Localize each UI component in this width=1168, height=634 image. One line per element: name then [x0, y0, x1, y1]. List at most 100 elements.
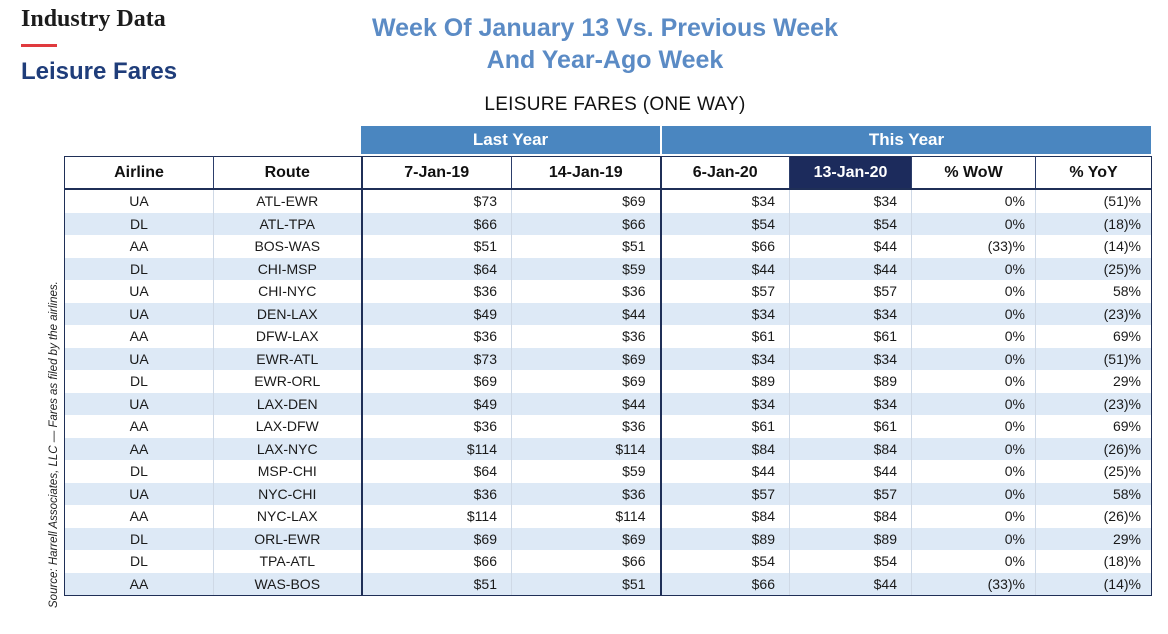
cell-yoy: 29% [1035, 527, 1152, 550]
col-header-yoy: % YoY [1035, 156, 1152, 190]
cell-route: LAX-NYC [213, 437, 362, 460]
cell-wow: 0% [911, 505, 1036, 528]
cell-wow: 0% [911, 212, 1036, 235]
cell-route: NYC-CHI [213, 482, 362, 505]
cell-7-jan-19: $66 [360, 212, 512, 235]
cell-6-jan-20: $34 [659, 302, 790, 325]
cell-wow: 0% [911, 482, 1036, 505]
cell-route: LAX-DEN [213, 392, 362, 415]
cell-6-jan-20: $84 [659, 505, 790, 528]
table-row: AA LAX-DFW $36 $36 $61 $61 0% 69% [64, 415, 1152, 438]
cell-13-jan-20: $34 [789, 302, 912, 325]
group-header-last-year: Last Year [361, 126, 660, 154]
cell-airline: DL [64, 460, 214, 483]
col-header-route: Route [213, 156, 362, 190]
cell-wow: 0% [911, 550, 1036, 573]
cell-13-jan-20: $57 [789, 280, 912, 303]
cell-14-jan-19: $44 [511, 392, 661, 415]
cell-route: WAS-BOS [213, 572, 362, 596]
cell-7-jan-19: $36 [360, 415, 512, 438]
cell-13-jan-20: $54 [789, 550, 912, 573]
cell-14-jan-19: $66 [511, 550, 661, 573]
cell-13-jan-20: $89 [789, 370, 912, 393]
cell-yoy: (23)% [1035, 392, 1152, 415]
cell-6-jan-20: $44 [659, 257, 790, 280]
table-row: UA LAX-DEN $49 $44 $34 $34 0% (23)% [64, 392, 1152, 415]
cell-6-jan-20: $66 [659, 235, 790, 258]
cell-yoy: (51)% [1035, 347, 1152, 370]
cell-13-jan-20: $44 [789, 235, 912, 258]
cell-7-jan-19: $69 [360, 527, 512, 550]
headline-line-1: Week Of January 13 Vs. Previous Week [372, 14, 838, 42]
cell-14-jan-19: $69 [511, 347, 661, 370]
cell-13-jan-20: $54 [789, 212, 912, 235]
cell-yoy: 69% [1035, 415, 1152, 438]
table-row: DL ORL-EWR $69 $69 $89 $89 0% 29% [64, 527, 1152, 550]
cell-airline: UA [64, 280, 214, 303]
cell-airline: AA [64, 437, 214, 460]
cell-wow: 0% [911, 189, 1036, 213]
cell-6-jan-20: $34 [659, 347, 790, 370]
cell-airline: UA [64, 189, 214, 213]
cell-14-jan-19: $69 [511, 189, 661, 213]
cell-14-jan-19: $51 [511, 235, 661, 258]
cell-13-jan-20: $34 [789, 347, 912, 370]
cell-7-jan-19: $36 [360, 280, 512, 303]
cell-13-jan-20: $44 [789, 572, 912, 596]
cell-6-jan-20: $54 [659, 550, 790, 573]
cell-7-jan-19: $36 [360, 482, 512, 505]
cell-airline: DL [64, 527, 214, 550]
cell-14-jan-19: $69 [511, 527, 661, 550]
cell-route: DFW-LAX [213, 325, 362, 348]
cell-route: ORL-EWR [213, 527, 362, 550]
cell-airline: UA [64, 482, 214, 505]
table-row: DL MSP-CHI $64 $59 $44 $44 0% (25)% [64, 460, 1152, 483]
headline: Week Of January 13 Vs. Previous Week And… [330, 12, 880, 76]
cell-14-jan-19: $36 [511, 325, 661, 348]
headline-line-2: And Year-Ago Week [486, 46, 724, 74]
cell-14-jan-19: $114 [511, 437, 661, 460]
cell-airline: UA [64, 302, 214, 325]
cell-yoy: 58% [1035, 280, 1152, 303]
col-header-6-jan-20: 6-Jan-20 [659, 156, 790, 190]
col-header-7-jan-19: 7-Jan-19 [360, 156, 512, 190]
cell-6-jan-20: $89 [659, 370, 790, 393]
leisure-fares-table: Airline Route 7-Jan-19 14-Jan-19 6-Jan-2… [64, 156, 1152, 596]
table-row: AA BOS-WAS $51 $51 $66 $44 (33)% (14)% [64, 235, 1152, 258]
cell-6-jan-20: $44 [659, 460, 790, 483]
cell-airline: UA [64, 347, 214, 370]
table-row: UA NYC-CHI $36 $36 $57 $57 0% 58% [64, 482, 1152, 505]
cell-7-jan-19: $51 [360, 235, 512, 258]
cell-route: CHI-NYC [213, 280, 362, 303]
cell-13-jan-20: $84 [789, 437, 912, 460]
table-row: UA DEN-LAX $49 $44 $34 $34 0% (23)% [64, 302, 1152, 325]
table-body: UA ATL-EWR $73 $69 $34 $34 0% (51)% DL ATL-TPA $66… [64, 189, 1152, 596]
cell-airline: DL [64, 257, 214, 280]
table-row: UA CHI-NYC $36 $36 $57 $57 0% 58% [64, 280, 1152, 303]
cell-14-jan-19: $51 [511, 572, 661, 596]
table-row: DL TPA-ATL $66 $66 $54 $54 0% (18)% [64, 550, 1152, 573]
cell-6-jan-20: $34 [659, 189, 790, 213]
cell-6-jan-20: $61 [659, 325, 790, 348]
cell-yoy: (18)% [1035, 550, 1152, 573]
table-row: AA DFW-LAX $36 $36 $61 $61 0% 69% [64, 325, 1152, 348]
cell-6-jan-20: $66 [659, 572, 790, 596]
cell-13-jan-20: $89 [789, 527, 912, 550]
cell-7-jan-19: $49 [360, 302, 512, 325]
cell-yoy: 29% [1035, 370, 1152, 393]
cell-13-jan-20: $61 [789, 415, 912, 438]
cell-route: TPA-ATL [213, 550, 362, 573]
cell-route: MSP-CHI [213, 460, 362, 483]
cell-yoy: (23)% [1035, 302, 1152, 325]
cell-route: EWR-ORL [213, 370, 362, 393]
cell-7-jan-19: $64 [360, 257, 512, 280]
cell-yoy: (25)% [1035, 257, 1152, 280]
table-row: DL ATL-TPA $66 $66 $54 $54 0% (18)% [64, 212, 1152, 235]
cell-yoy: (25)% [1035, 460, 1152, 483]
table-row: AA WAS-BOS $51 $51 $66 $44 (33)% (14)% [64, 572, 1152, 596]
cell-wow: 0% [911, 280, 1036, 303]
table-row: UA ATL-EWR $73 $69 $34 $34 0% (51)% [64, 189, 1152, 213]
cell-wow: 0% [911, 460, 1036, 483]
table-row: DL CHI-MSP $64 $59 $44 $44 0% (25)% [64, 257, 1152, 280]
cell-7-jan-19: $51 [360, 572, 512, 596]
